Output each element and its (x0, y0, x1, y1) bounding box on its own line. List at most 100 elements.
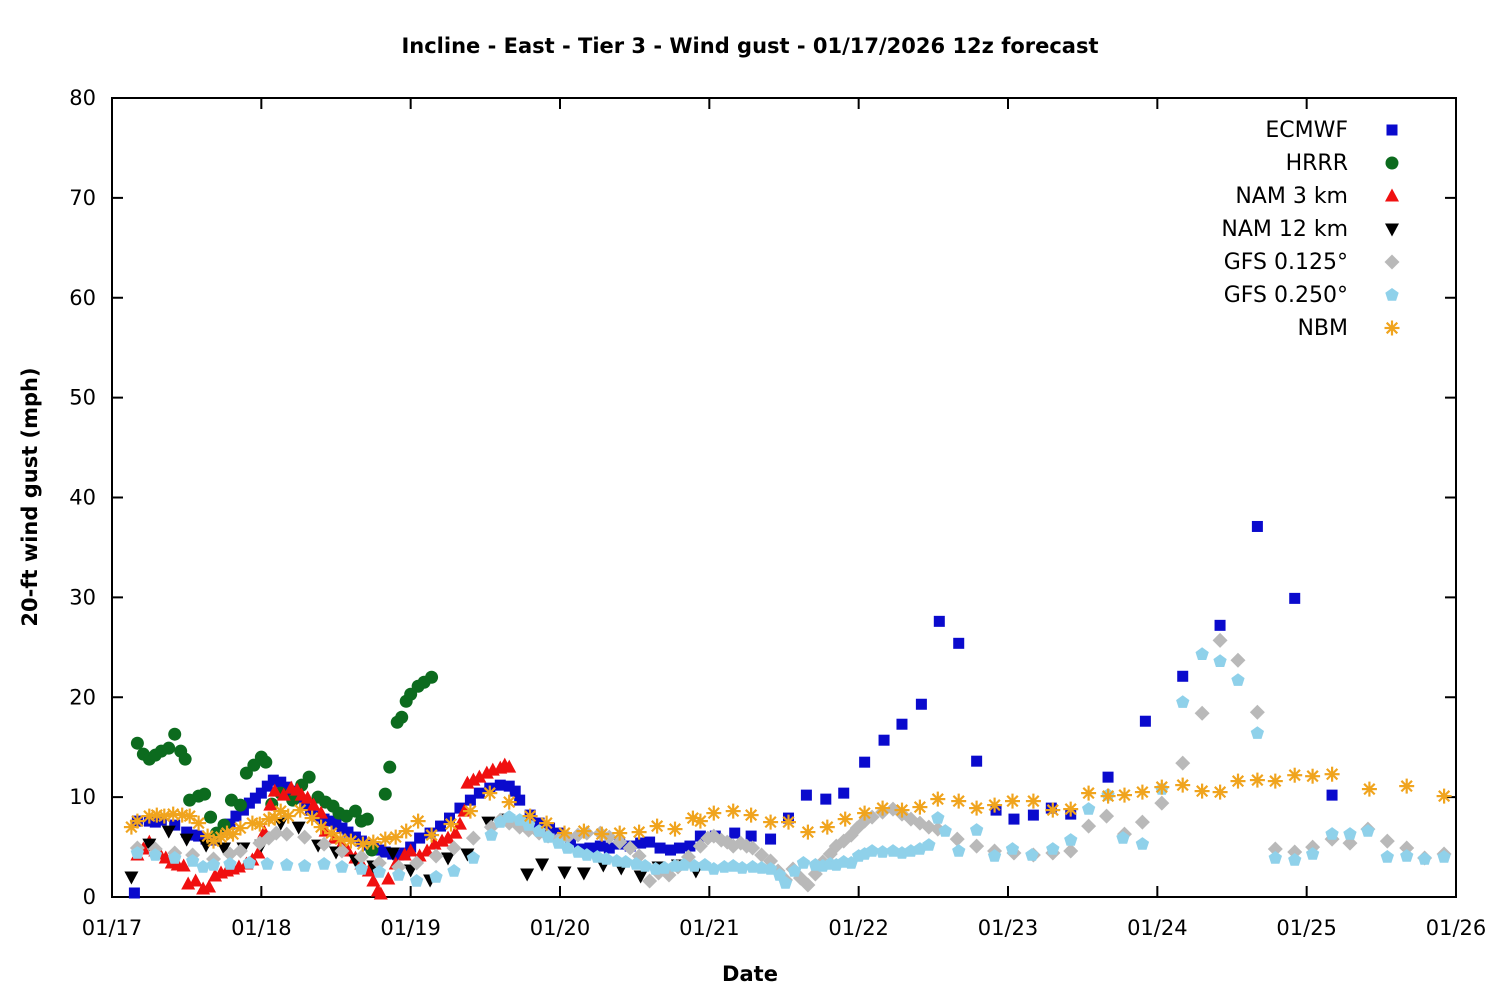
data-point (800, 877, 816, 893)
data-point (465, 830, 481, 846)
data-point (1212, 784, 1228, 800)
data-point (410, 813, 426, 829)
data-point (383, 760, 397, 774)
data-point (1176, 695, 1190, 708)
data-point (1326, 789, 1338, 801)
data-point (875, 800, 891, 816)
data-point (343, 833, 359, 849)
data-point (199, 839, 214, 853)
data-point (128, 887, 140, 899)
data-point (654, 842, 666, 854)
data-point (522, 808, 538, 824)
data-point (539, 815, 555, 831)
data-point (425, 670, 439, 684)
data-point (276, 787, 291, 801)
data-point (142, 838, 157, 852)
data-point (424, 827, 440, 843)
data-point (447, 864, 461, 877)
legend-marker-asterisk-icon (1384, 320, 1400, 336)
data-point (484, 828, 498, 841)
data-point (259, 755, 273, 769)
data-point (1380, 850, 1394, 863)
data-point (169, 819, 181, 831)
data-point (494, 779, 506, 791)
data-point (1100, 788, 1116, 804)
data-point (971, 755, 983, 767)
legend-label: GFS 0.125° (1224, 250, 1348, 275)
data-point (403, 843, 418, 857)
data-point (281, 781, 293, 793)
data-point (334, 836, 349, 850)
data-point (725, 803, 741, 819)
data-point (631, 824, 647, 840)
data-point (1177, 670, 1189, 682)
data-point (181, 826, 193, 838)
data-point (1379, 833, 1395, 849)
data-point (1005, 842, 1020, 855)
data-point (951, 793, 967, 809)
data-point (576, 823, 592, 839)
legend-label: NBM (1297, 316, 1348, 341)
data-point (302, 770, 316, 784)
data-point (243, 797, 255, 809)
data-point (987, 797, 1003, 813)
data-point (692, 838, 708, 854)
legend-label: ECMWF (1265, 118, 1348, 143)
data-point (268, 825, 284, 841)
data-point (148, 848, 162, 861)
data-point (707, 862, 721, 875)
data-point (501, 794, 517, 810)
data-point (1361, 824, 1375, 837)
data-point (1082, 802, 1096, 815)
data-point (969, 800, 985, 816)
data-point (273, 803, 289, 819)
data-point (280, 808, 296, 824)
data-point (694, 830, 706, 842)
data-point (1154, 795, 1170, 811)
data-point (186, 854, 200, 867)
data-point (1117, 787, 1132, 803)
data-point (922, 838, 936, 851)
data-point (576, 867, 591, 881)
x-tick-label: 01/21 (679, 916, 740, 940)
y-tick-label: 70 (69, 186, 96, 210)
data-point (366, 873, 381, 887)
data-point (336, 822, 348, 834)
data-point (514, 794, 526, 806)
x-tick-label: 01/23 (978, 916, 1039, 940)
data-point (1025, 848, 1039, 861)
data-point (820, 793, 832, 805)
data-point (1267, 773, 1283, 789)
data-point (297, 829, 313, 845)
data-point (441, 830, 455, 844)
data-point (896, 718, 908, 730)
data-point (472, 769, 487, 783)
data-point (482, 785, 498, 801)
data-point (970, 823, 984, 836)
data-point (745, 840, 761, 856)
data-point (580, 848, 594, 861)
data-point (428, 848, 444, 864)
data-point (642, 873, 658, 889)
data-point (599, 852, 613, 865)
data-point (1081, 818, 1097, 834)
data-point (130, 846, 144, 859)
data-point (603, 842, 615, 854)
data-point (377, 831, 393, 847)
data-point (1134, 784, 1150, 800)
data-point (1212, 632, 1228, 648)
data-point (668, 859, 682, 872)
data-point (865, 844, 879, 857)
data-point (931, 811, 945, 824)
data-point (1099, 808, 1115, 824)
y-tick-label: 30 (69, 585, 96, 609)
data-point (324, 815, 336, 827)
data-point (1063, 843, 1079, 859)
data-point (314, 805, 329, 819)
data-point (280, 858, 294, 871)
data-point (304, 810, 320, 826)
x-tick-label: 01/18 (231, 916, 292, 940)
x-tick-label: 01/17 (82, 916, 143, 940)
data-point (454, 802, 466, 814)
